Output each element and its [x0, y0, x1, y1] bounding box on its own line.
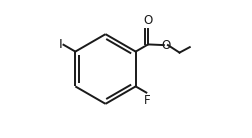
Text: I: I — [59, 38, 62, 51]
Text: F: F — [144, 94, 150, 107]
Text: O: O — [143, 14, 153, 27]
Text: O: O — [162, 39, 171, 52]
